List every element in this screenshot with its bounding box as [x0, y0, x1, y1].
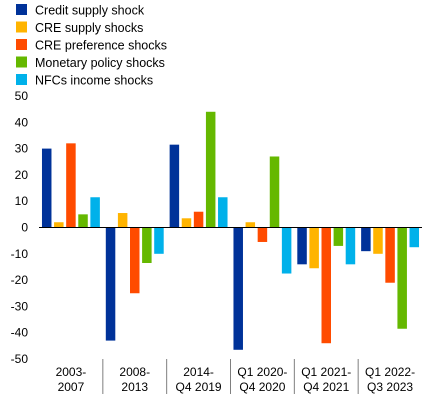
- legend: Credit supply shock CRE supply shocks CRE …: [16, 4, 167, 88]
- bar: [105, 227, 116, 341]
- bar: [181, 218, 192, 228]
- bar: [257, 227, 268, 242]
- bar: [309, 227, 319, 269]
- legend-swatch: [16, 56, 27, 68]
- legend-label: CRE preference shocks: [35, 39, 167, 53]
- bar: [345, 227, 356, 265]
- y-tick-label: 30: [15, 142, 29, 156]
- bar: [361, 227, 371, 252]
- legend-label: CRE supply shocks: [35, 21, 143, 35]
- bar: [90, 197, 100, 228]
- bar: [154, 227, 164, 254]
- legend-swatch: [16, 21, 27, 33]
- legend-label: Monetary policy shocks: [35, 56, 165, 70]
- x-tick-label: Q1 2021-: [301, 365, 351, 379]
- bar: [297, 227, 307, 265]
- bar: [333, 227, 344, 246]
- legend-label: Credit supply shock: [35, 4, 145, 18]
- bar: [54, 222, 64, 228]
- y-tick-label: 0: [21, 221, 28, 235]
- x-tick-label: Q3 2023: [367, 380, 413, 394]
- bar: [117, 213, 128, 228]
- y-tick-label: 10: [15, 194, 29, 208]
- legend-swatch: [16, 74, 27, 85]
- bar: [245, 222, 256, 228]
- bar: [142, 227, 152, 263]
- y-tick-label: 20: [15, 168, 29, 182]
- y-axis: 50 40 30 20 10 0 -10 -20 -30 -40 -50: [11, 89, 29, 366]
- x-tick-label: Q4 2021: [303, 380, 349, 394]
- bar: [385, 227, 395, 283]
- bar: [66, 143, 76, 228]
- bar: [321, 227, 331, 344]
- x-tick-label: Q4 2020: [239, 380, 285, 394]
- y-tick-label: 40: [15, 115, 29, 129]
- bars: [41, 111, 420, 350]
- legend-swatch: [16, 4, 27, 15]
- x-tick-label: 2003-: [56, 365, 87, 379]
- y-tick-label: -10: [11, 247, 29, 261]
- bar: [269, 156, 280, 228]
- bar: [193, 211, 204, 228]
- x-tick-label: Q1 2022-: [365, 365, 415, 379]
- legend-swatch: [16, 39, 27, 50]
- bar: [78, 214, 88, 228]
- y-tick-label: -40: [11, 326, 29, 340]
- bar: [281, 227, 292, 274]
- y-tick-label: 50: [15, 89, 29, 103]
- y-tick-label: -30: [11, 299, 29, 313]
- y-tick-label: -20: [11, 273, 29, 287]
- bar: [218, 197, 228, 228]
- bar: [397, 227, 407, 329]
- bar: [205, 111, 216, 228]
- x-tick-label: 2014-: [183, 365, 214, 379]
- bar: [409, 227, 420, 248]
- bar: [169, 144, 180, 228]
- x-tick-label: Q1 2020-: [237, 365, 287, 379]
- y-tick-label: -50: [11, 352, 29, 366]
- legend-label: NFCs income shocks: [35, 74, 153, 88]
- x-tick-label: 2008-: [119, 365, 150, 379]
- bar: [41, 148, 52, 228]
- bar: [130, 227, 140, 294]
- x-tick-label: Q4 2019: [176, 380, 222, 394]
- x-tick-label: 2007: [58, 380, 85, 394]
- x-tick-label: 2013: [121, 380, 148, 394]
- bar: [373, 227, 383, 254]
- bar: [233, 227, 243, 350]
